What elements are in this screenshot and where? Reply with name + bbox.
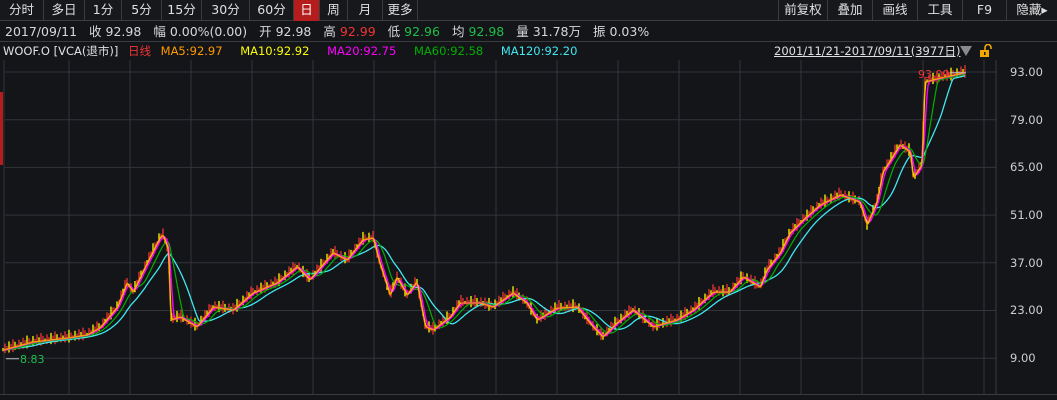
high-label: 高 (323, 24, 336, 39)
volume-value: 31.78万 (532, 24, 582, 39)
amplitude-value: 0.03% (609, 24, 650, 39)
ma60-label: MA60:92.58 (413, 44, 484, 58)
high-value: 92.99 (339, 24, 376, 39)
unlock-icon[interactable] (979, 44, 993, 58)
period-tab-1[interactable]: 多日 (44, 0, 85, 21)
tool-button-1[interactable]: 叠加 (827, 0, 872, 21)
avg-value: 92.98 (468, 24, 505, 39)
low-field: 低 92.96 (388, 24, 440, 39)
period-tab-6[interactable]: 60分 (250, 0, 294, 21)
volume-field: 量 31.78万 (516, 24, 581, 39)
ma20-line (2, 72, 966, 351)
open-value: 92.98 (275, 24, 312, 39)
y-tick-label: 65.00 (1010, 160, 1043, 175)
high-field: 高 92.99 (323, 24, 375, 39)
open-field: 开 92.98 (259, 24, 311, 39)
ma5-label: MA5:92.97 (160, 44, 223, 58)
quote-info-bar: 2017/09/11 收 92.98 幅 0.00%(0.00) 开 92.98… (0, 21, 1057, 42)
tool-button-4[interactable]: F9 (962, 0, 1006, 21)
kline-chart[interactable]: 8.83 93.09 (0, 60, 1057, 394)
indicator-strip (0, 394, 1057, 400)
period-tab-7[interactable]: 日 (294, 0, 320, 21)
period-tab-2[interactable]: 1分 (85, 0, 122, 21)
y-tick-label: 37.00 (1010, 255, 1043, 270)
amplitude-label: 振 (593, 24, 606, 39)
ma60-line (2, 73, 966, 351)
open-label: 开 (259, 24, 272, 39)
left-edge-marker (0, 92, 3, 165)
ma5-line (2, 72, 965, 351)
tool-button-3[interactable]: 工具 (917, 0, 962, 21)
toolbar: 分时 多日 1分 5分 15分 30分 60分日周月更多 前复权 叠加 画线 工具 F9 隐藏▸ (0, 0, 1057, 21)
tool-button-0[interactable]: 前复权 (778, 0, 827, 21)
period-tab-5[interactable]: 30分 (202, 0, 250, 21)
period-tab-10[interactable]: 更多 (383, 0, 418, 21)
y-tick-label: 51.00 (1010, 208, 1043, 223)
high-marker-label: 93.09 (918, 68, 950, 81)
ma10-line (2, 72, 965, 351)
period-tab-3[interactable]: 5分 (122, 0, 162, 21)
ma-legend: WOOF.O [VCA(退市)] 日线 MA5:92.97 MA10:92.92… (0, 42, 1057, 60)
period-tab-9[interactable]: 月 (348, 0, 383, 21)
tool-button-2[interactable]: 画线 (872, 0, 917, 21)
amplitude-field: 振 0.03% (593, 24, 649, 39)
period-label: 日线 (127, 44, 151, 58)
period-tab-0[interactable]: 分时 (0, 0, 44, 21)
dropdown-triangle-icon[interactable] (960, 46, 972, 56)
close-value: 92.98 (105, 24, 142, 39)
avg-field: 均 92.98 (452, 24, 504, 39)
change-label: 幅 (153, 24, 166, 39)
y-tick-label: 93.00 (1010, 65, 1043, 79)
avg-label: 均 (451, 24, 465, 39)
symbol-label: WOOF.O [VCA(退市)] (3, 44, 119, 58)
quote-date: 2017/09/11 (5, 24, 78, 39)
change-field: 幅 0.00%(0.00) (153, 24, 247, 39)
change-value: 0.00%(0.00) (169, 24, 248, 39)
volume-label: 量 (516, 24, 529, 39)
y-tick-label: 79.00 (1010, 112, 1043, 127)
close-field: 收 92.98 (89, 24, 141, 39)
low-label: 低 (387, 24, 401, 39)
y-tick-label: 9.00 (1010, 351, 1036, 366)
ma20-label: MA20:92.75 (327, 44, 397, 58)
ma120-line (2, 75, 966, 351)
ma10-label: MA10:92.92 (240, 44, 310, 58)
date-range-link[interactable]: 2001/11/21-2017/09/11(3977日) (774, 44, 961, 58)
low-marker-label: 8.83 (20, 353, 45, 366)
period-tab-4[interactable]: 15分 (162, 0, 202, 21)
tool-button-5[interactable]: 隐藏▸ (1006, 0, 1057, 21)
low-value: 92.96 (404, 24, 440, 39)
period-tab-8[interactable]: 周 (320, 0, 348, 21)
ma120-label: MA120:92.20 (500, 44, 578, 58)
close-label: 收 (89, 24, 102, 39)
y-tick-label: 23.00 (1010, 303, 1043, 318)
